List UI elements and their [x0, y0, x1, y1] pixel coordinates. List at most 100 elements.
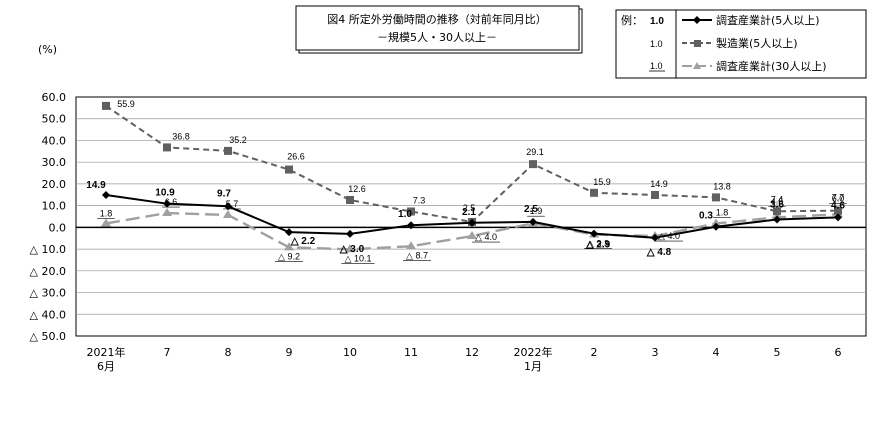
point-total5	[651, 233, 659, 242]
data-label-series-2: 1.8	[100, 208, 113, 218]
data-label-series-1: 7.7	[832, 193, 845, 203]
point-total30	[223, 209, 233, 218]
point-mfg5	[163, 143, 171, 152]
data-label-series-0: 3.6	[770, 200, 784, 211]
y-tick-label: 60.0	[42, 91, 67, 104]
series-layer	[101, 101, 843, 253]
legend-marker-mfg5	[694, 40, 701, 47]
point-total5	[285, 228, 293, 237]
data-label-series-2: 6.0	[832, 193, 845, 203]
data-label-series-0: 2.1	[462, 207, 476, 218]
y-tick-label: △ 50.0	[30, 330, 66, 343]
data-label-series-1: 7.3	[413, 196, 426, 206]
y-tick-label: △ 40.0	[30, 308, 66, 321]
point-total30	[345, 244, 355, 253]
point-total30	[162, 208, 172, 217]
data-label-series-2: △ 10.1	[345, 253, 372, 263]
data-label-series-0: 0.3	[699, 211, 713, 222]
data-label-series-2: 1.9	[530, 206, 543, 216]
chart-subtitle: －規模5人・30人以上－	[377, 30, 497, 44]
point-mfg5	[651, 190, 659, 199]
x-tick-label: 4	[713, 346, 720, 359]
legend-marker-total5	[693, 16, 701, 24]
chart-title: 図4 所定外労働時間の推移（対前年同月比）	[327, 12, 547, 26]
x-tick-label: 2	[591, 346, 598, 359]
y-tick-label: 40.0	[42, 134, 67, 147]
point-mfg5	[346, 195, 354, 204]
y-tick-labels: 60.0 50.0 40.0 30.0 20.0 10.0 0.0 △ 10.0 △ 20.0 △…	[30, 91, 66, 343]
x-tick-label: 8	[225, 346, 232, 359]
data-label-series-1: 36.8	[172, 131, 190, 141]
chart-title-box: 図4 所定外労働時間の推移（対前年同月比） －規模5人・30人以上－	[295, 5, 583, 54]
y-tick-label: △ 10.0	[30, 243, 66, 256]
x-tick-label: 6月	[97, 360, 115, 373]
data-label-series-0: △ 2.9	[585, 240, 611, 251]
data-label-series-2: △ 4.0	[475, 232, 497, 242]
point-total30	[101, 218, 111, 227]
x-tick-label: 2022年	[514, 345, 553, 359]
point-total5	[102, 190, 110, 199]
data-label-series-1: 55.9	[117, 99, 135, 109]
legend-marker-total30	[693, 62, 701, 69]
y-tick-label: 30.0	[42, 156, 67, 169]
point-mfg5	[834, 206, 842, 215]
data-label-series-0: △ 2.2	[290, 236, 316, 247]
point-mfg5	[224, 146, 232, 155]
point-mfg5	[285, 165, 293, 174]
point-total30	[284, 242, 294, 251]
point-mfg5	[407, 207, 415, 216]
y-tick-label: △ 30.0	[30, 287, 66, 300]
data-label-series-0: △ 3.0	[339, 244, 365, 255]
y-tick-label: 0.0	[49, 221, 67, 234]
data-label-series-0: 9.7	[217, 188, 231, 199]
point-mfg5	[712, 193, 720, 202]
point-total5	[346, 229, 354, 238]
y-tick-label: △ 20.0	[30, 265, 66, 278]
point-mfg5	[773, 207, 781, 216]
data-label-series-1: 14.9	[650, 179, 668, 189]
data-label-series-1: 35.2	[229, 135, 247, 145]
data-label-series-2: △ 3.3	[587, 239, 609, 249]
data-label-series-2: △ 4.0	[658, 231, 680, 241]
data-label-series-0: 14.9	[86, 180, 106, 191]
point-mfg5	[102, 101, 110, 110]
data-label-series-0: 4.6	[831, 200, 845, 211]
point-mfg5	[590, 188, 598, 197]
grid-lines	[76, 118, 866, 315]
x-tick-label: 9	[286, 346, 293, 359]
data-label-series-0: 10.9	[155, 188, 175, 199]
legend: 例： 1.0 1.0 1.0 調査産業計(5人以上) 製造業(5人以上) 調査産…	[615, 9, 867, 79]
legend-example-title: 例：	[621, 13, 643, 27]
data-label-series-2: △ 8.7	[406, 250, 428, 260]
point-total30	[406, 241, 416, 250]
plot-area	[75, 96, 867, 337]
x-tick-label: 2021年	[87, 345, 126, 359]
point-total30	[467, 231, 477, 240]
point-total5	[834, 213, 842, 222]
x-tick-label: 11	[404, 346, 418, 359]
legend-label-total30: 調査産業計(30人以上)	[716, 59, 827, 73]
x-tick-label: 1月	[524, 360, 542, 373]
data-labels-layer: 14.910.9 9.7△ 2.2△ 3.01.0 2.1 2.5△ 2.9△ 4.8…	[86, 99, 847, 264]
x-tick-label: 3	[652, 346, 659, 359]
point-total5	[590, 229, 598, 238]
point-total5	[773, 215, 781, 224]
x-tick-label: 12	[465, 346, 479, 359]
point-total5	[407, 221, 415, 230]
data-label-series-1: 2.5	[463, 203, 476, 213]
data-label-series-0: △ 4.8	[646, 247, 672, 258]
point-total5	[224, 202, 232, 211]
data-label-series-1: 29.1	[526, 147, 544, 157]
y-tick-label: 20.0	[42, 178, 67, 191]
data-label-series-1: 13.8	[713, 181, 731, 191]
data-label-series-2: 1.8	[716, 207, 729, 217]
point-total5	[468, 218, 476, 227]
data-label-series-1: 12.6	[348, 184, 366, 194]
y-axis-label: (%)	[38, 43, 57, 56]
legend-label-total5: 調査産業計(5人以上)	[716, 13, 820, 27]
legend-example-box	[615, 9, 677, 79]
x-tick-label: 6	[835, 346, 842, 359]
data-label-series-2: △ 9.2	[278, 251, 300, 261]
